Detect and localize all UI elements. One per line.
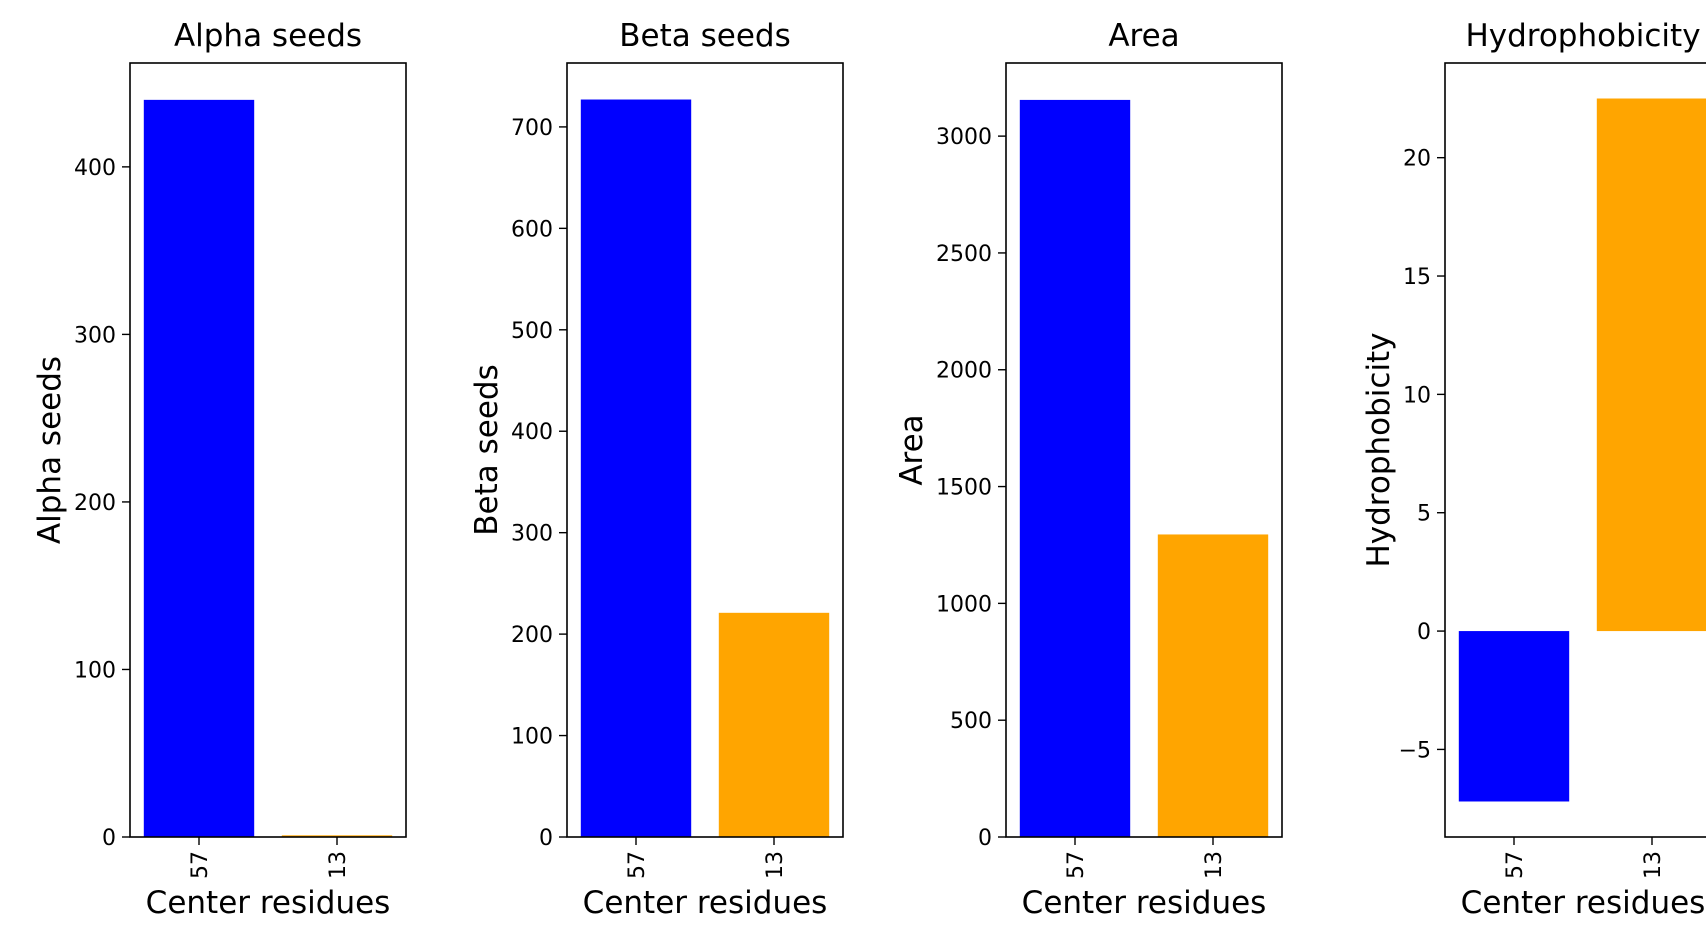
axes-frame — [566, 62, 844, 838]
y-tick-label: 300 — [74, 323, 116, 348]
x-tick-label: 13 — [763, 851, 788, 879]
panel-3: 0 500 1000 1500 2000 2500 3000 57 13 Area Center r… — [894, 18, 1283, 921]
x-tick-label: 57 — [1064, 851, 1089, 879]
panel-title: Beta seeds — [619, 18, 790, 54]
y-tick-label: 0 — [539, 826, 553, 851]
axes-frame — [1444, 62, 1706, 838]
y-tick-label: 400 — [74, 156, 116, 181]
x-tick-label: 57 — [625, 851, 650, 879]
bar-13 — [1596, 98, 1706, 632]
y-tick-label: 5 — [1417, 502, 1431, 527]
y-axis-label: Hydrophobicity — [1361, 332, 1397, 567]
y-tick-label: −5 — [1399, 738, 1431, 763]
y-axis-label: Alpha seeds — [32, 356, 68, 544]
x-tick-label: 57 — [188, 851, 213, 879]
bar-13 — [281, 835, 393, 837]
panel-4: −5 0 5 10 15 20 57 13 Hydrophobicity Center resid… — [1361, 18, 1706, 921]
y-tick-label: 15 — [1403, 265, 1431, 290]
y-tick-label: 200 — [511, 623, 553, 648]
y-tick-label: 700 — [511, 116, 553, 141]
y-tick-label: 100 — [511, 725, 553, 750]
x-tick-label: 57 — [1503, 851, 1528, 879]
y-tick-label: 20 — [1403, 147, 1431, 172]
bar-57 — [143, 99, 255, 838]
x-axis-label: Center residues — [1022, 885, 1267, 921]
y-tick-label: 300 — [511, 522, 553, 547]
y-tick-label: 100 — [74, 658, 116, 683]
x-axis-label: Center residues — [146, 885, 391, 921]
x-tick-label: 13 — [1202, 851, 1227, 879]
y-tick-label: 1500 — [936, 476, 992, 501]
panel-2: 0 100 200 300 400 500 600 700 57 13 Beta seeds Cent… — [469, 18, 844, 921]
y-tick-label: 400 — [511, 420, 553, 445]
x-tick-label: 13 — [326, 851, 351, 879]
y-tick-label: 2500 — [936, 242, 992, 267]
bar-57 — [580, 99, 692, 837]
y-tick-label: 500 — [511, 319, 553, 344]
y-tick-label: 1000 — [936, 592, 992, 617]
panel-title: Hydrophobicity — [1465, 18, 1700, 54]
axes-frame — [129, 62, 407, 838]
bar-13 — [718, 612, 830, 837]
y-tick-label: 2000 — [936, 359, 992, 384]
y-axis-label: Area — [894, 414, 930, 485]
y-tick-label: 500 — [950, 709, 992, 734]
y-tick-label: 600 — [511, 217, 553, 242]
y-tick-label: 0 — [102, 826, 116, 851]
panel-title: Alpha seeds — [174, 18, 362, 54]
bar-57 — [1019, 99, 1131, 837]
bar-57 — [1458, 631, 1570, 802]
y-axis-label: Beta seeds — [469, 364, 505, 535]
panel-title: Area — [1108, 18, 1179, 54]
y-tick-label: 200 — [74, 491, 116, 516]
x-tick-label: 13 — [1641, 851, 1666, 879]
y-tick-label: 0 — [978, 826, 992, 851]
y-tick-label: 0 — [1417, 620, 1431, 645]
y-tick-label: 10 — [1403, 383, 1431, 408]
y-tick-label: 3000 — [936, 125, 992, 150]
bar-13 — [1157, 534, 1269, 837]
axes-frame — [1005, 62, 1283, 838]
panel-1: 0 100 200 300 400 57 13 Alpha seeds Center resid… — [32, 18, 407, 921]
x-axis-label: Center residues — [583, 885, 828, 921]
x-axis-label: Center residues — [1461, 885, 1706, 921]
